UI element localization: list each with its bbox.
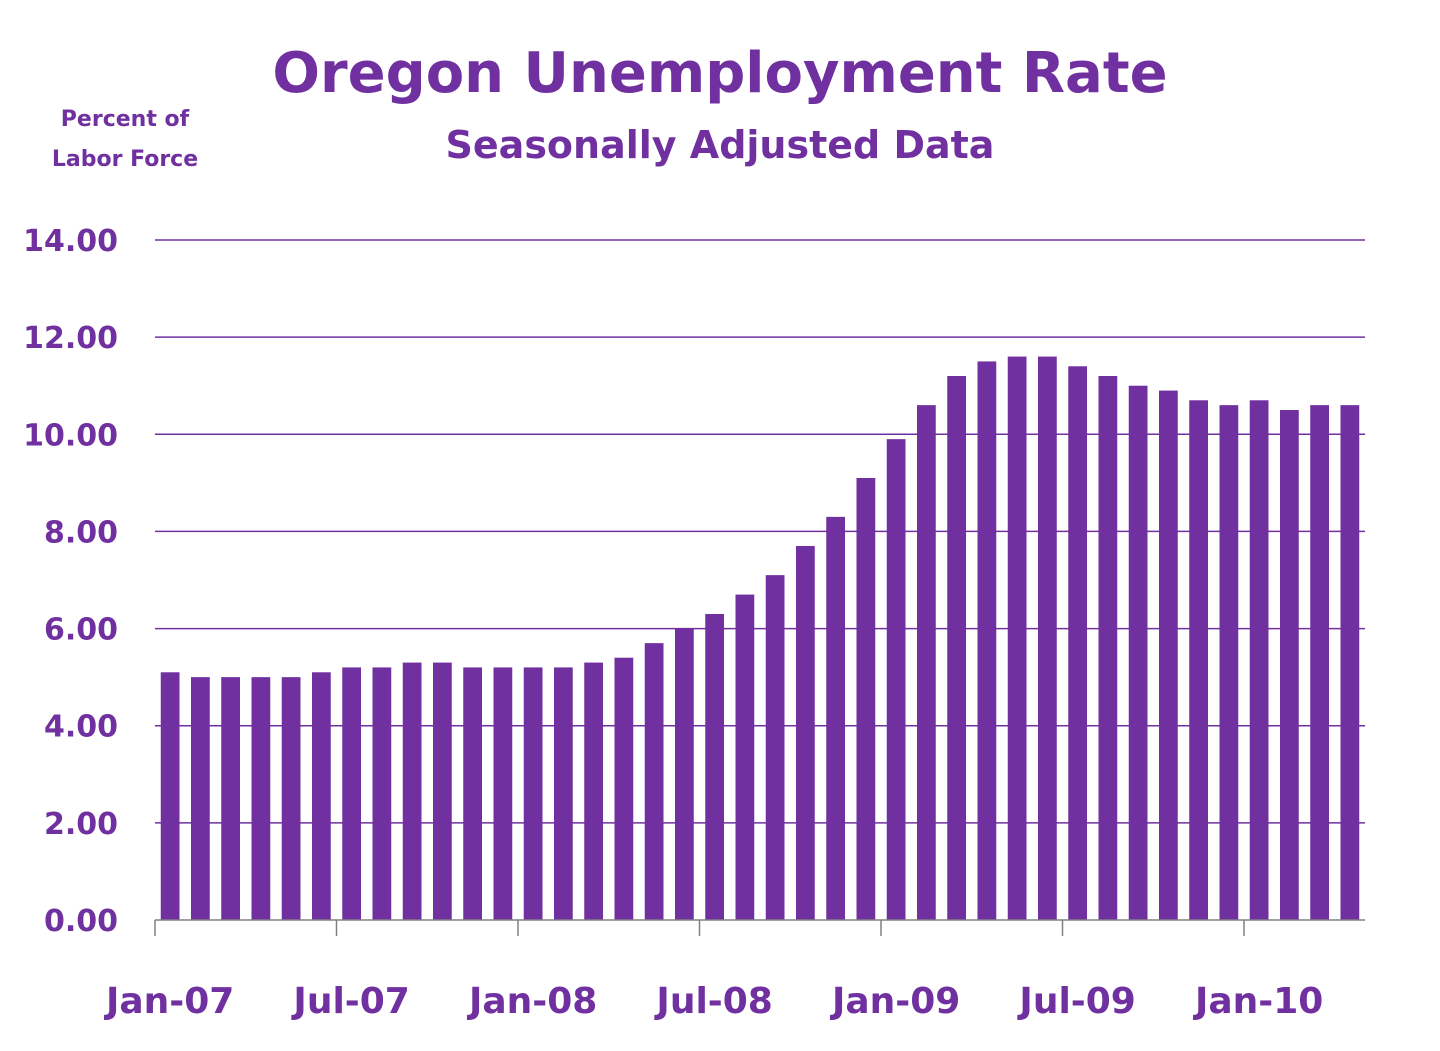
bar-jul-09 (1068, 366, 1088, 920)
bar-nov-09 (1189, 400, 1209, 920)
y-axis-label-line-2: Labor Force (52, 147, 198, 172)
y-tick-label: 2.00 (44, 807, 118, 842)
bar-mar-10 (1310, 405, 1330, 921)
bar-feb-07 (190, 677, 210, 920)
bar-may-09 (1007, 356, 1027, 921)
y-tick-label: 12.00 (23, 321, 118, 356)
bar-may-08 (644, 643, 664, 920)
bar-jan-07 (160, 672, 180, 920)
bar-sep-07 (402, 662, 422, 920)
bar-dec-09 (1219, 405, 1239, 921)
bar-oct-08 (795, 546, 815, 920)
bar-aug-07 (372, 667, 392, 920)
bar-jun-08 (674, 628, 694, 920)
bar-aug-08 (735, 594, 755, 920)
chart-title: Oregon Unemployment Rate (272, 41, 1167, 106)
bar-jun-09 (1037, 356, 1057, 921)
bar-series (160, 356, 1360, 921)
bar-aug-09 (1098, 376, 1118, 920)
bar-sep-08 (765, 575, 785, 920)
bar-feb-08 (553, 667, 573, 920)
y-tick-label: 10.00 (23, 418, 118, 453)
bar-apr-08 (614, 657, 634, 920)
y-tick-label: 6.00 (44, 613, 118, 648)
bar-jul-08 (705, 614, 725, 920)
bar-apr-10 (1340, 405, 1360, 921)
bar-feb-09 (916, 405, 936, 921)
y-axis-label-line-1: Percent of (61, 107, 190, 132)
bar-jan-09 (886, 439, 906, 920)
chart-subtitle: Seasonally Adjusted Data (446, 123, 995, 167)
y-tick-label: 4.00 (44, 710, 118, 745)
bar-jan-08 (523, 667, 543, 920)
y-tick-label: 0.00 (44, 904, 118, 939)
bar-nov-07 (463, 667, 483, 920)
bar-apr-07 (251, 677, 271, 920)
x-tick-label: Jan-10 (1192, 981, 1323, 1022)
y-tick-label: 14.00 (23, 224, 118, 259)
bar-mar-09 (947, 376, 967, 920)
bar-mar-08 (584, 662, 604, 920)
bar-nov-08 (826, 516, 846, 920)
x-axis-ticks: Jan-07 Jul-07 Jan-08 Jul-08 Jan-09 Jul-09 Jan-… (103, 981, 1323, 1022)
bar-oct-07 (432, 662, 452, 920)
x-tick-label: Jul-07 (290, 981, 409, 1022)
x-tick-label: Jul-08 (653, 981, 772, 1022)
bar-oct-09 (1158, 390, 1178, 921)
bar-jun-07 (311, 672, 331, 920)
y-axis-ticks: 0.00 2.00 4.00 6.00 8.00 10.00 12.00 14.00 (23, 224, 118, 939)
bar-dec-07 (493, 667, 513, 920)
x-tick-label: Jul-09 (1016, 981, 1135, 1022)
x-tick-label: Jan-09 (829, 981, 960, 1022)
bar-jan-10 (1249, 400, 1269, 920)
y-tick-label: 8.00 (44, 515, 118, 550)
gridlines (155, 239, 1365, 824)
bar-mar-07 (221, 677, 241, 920)
x-tick-label: Jan-07 (103, 981, 234, 1022)
bar-jul-07 (342, 667, 362, 920)
x-axis-tick-marks (154, 920, 1245, 936)
x-tick-label: Jan-08 (466, 981, 597, 1022)
bar-apr-09 (977, 361, 997, 920)
bar-dec-08 (856, 478, 876, 920)
bar-feb-10 (1279, 410, 1299, 920)
bar-sep-09 (1128, 385, 1148, 920)
bar-may-07 (281, 677, 301, 920)
